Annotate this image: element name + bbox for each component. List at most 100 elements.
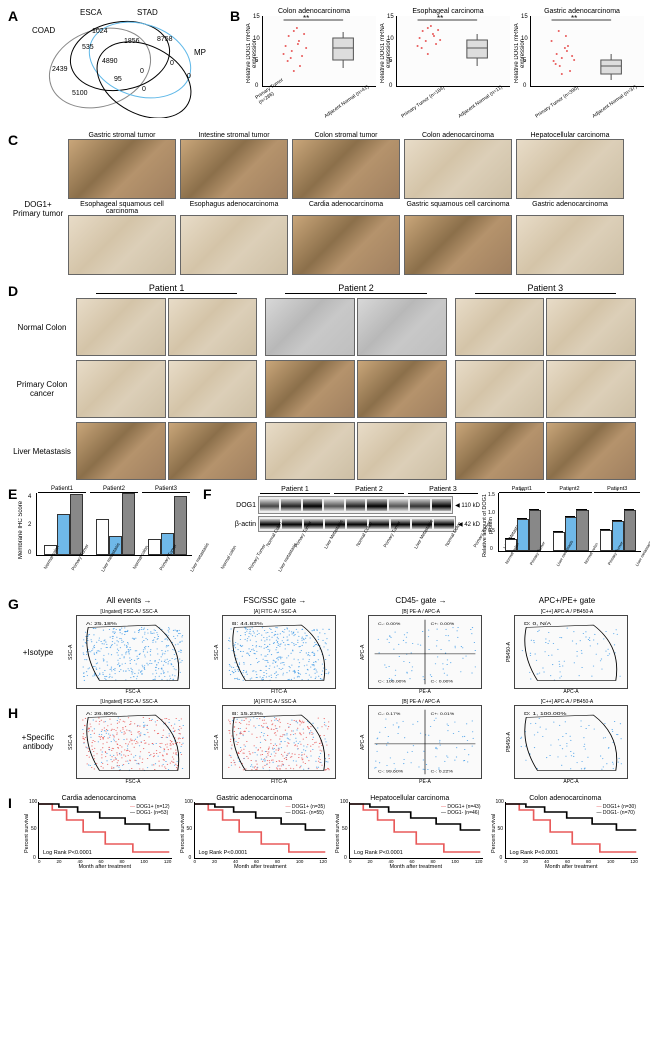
sig: *** bbox=[520, 489, 526, 495]
step-label: CD45- gate → bbox=[360, 596, 482, 605]
survival-p: Log Rank P<0.0001 bbox=[43, 850, 92, 856]
ihc-image bbox=[404, 139, 512, 199]
row-label-c: DOG1+ Primary tumor bbox=[8, 142, 68, 275]
survival-title: Cardia adenocarcinoma bbox=[26, 795, 172, 802]
y-label: Relative DOG1 mRNA expression bbox=[246, 18, 258, 88]
label-H: H bbox=[8, 705, 18, 721]
step-label: APC+/PE+ gate bbox=[506, 596, 628, 605]
ihc-image bbox=[68, 215, 176, 275]
ihc-image bbox=[265, 422, 355, 480]
chart-title: Colon adenocarcinoma bbox=[250, 8, 378, 15]
ihc-title: Colon adenocarcinoma bbox=[404, 132, 512, 139]
flow-xaxis: APC-A bbox=[514, 689, 628, 695]
error-bar bbox=[576, 509, 586, 512]
error-bar bbox=[553, 531, 563, 534]
sig: * bbox=[569, 489, 571, 495]
flow-yaxis: APC-A bbox=[360, 615, 368, 689]
ihc-image bbox=[265, 298, 355, 356]
ihc-image bbox=[168, 422, 258, 480]
flow-plot: B: 15.23% bbox=[222, 705, 336, 779]
ihc-title: Hepatocellular carcinoma bbox=[516, 132, 624, 139]
svg-text:C-: 100.00%: C-: 100.00% bbox=[378, 680, 406, 684]
western-blot: Patient 1 Patient 2 Patient 3 DOG1 ◀ 110… bbox=[220, 486, 480, 586]
venn-label-stad: STAD bbox=[137, 8, 158, 17]
chart-title: Gastric adenocarcinoma bbox=[518, 8, 646, 15]
svg-text:C-: 0.22%: C-: 0.22% bbox=[431, 770, 454, 774]
ihc-image bbox=[357, 360, 447, 418]
sig: ** bbox=[437, 14, 443, 23]
survival-p: Log Rank P<0.0001 bbox=[354, 850, 403, 856]
flow-plot: B: 44.83% bbox=[222, 615, 336, 689]
chart-title: Esophageal carcinoma bbox=[384, 8, 512, 15]
ihc-image bbox=[516, 215, 624, 275]
flow-yaxis: SSC-A bbox=[214, 705, 222, 779]
ihc-image bbox=[265, 360, 355, 418]
venn-label-mp: MP bbox=[194, 48, 206, 57]
venn-val: 0 bbox=[170, 60, 174, 67]
ihc-image bbox=[455, 298, 545, 356]
venn-val: 4890 bbox=[102, 58, 118, 65]
label-F: F bbox=[203, 486, 212, 502]
band-label: β-actin bbox=[220, 521, 258, 528]
label-I: I bbox=[8, 795, 12, 811]
flow-yaxis: PB450-A bbox=[506, 615, 514, 689]
patient-col: Patient 3 bbox=[475, 283, 616, 294]
step-label: All events → bbox=[68, 596, 190, 605]
ihc-title: Esophageal squamous cell carcinoma bbox=[68, 201, 176, 215]
flow-yaxis: SSC-A bbox=[68, 615, 76, 689]
patient-col: Patient 1 bbox=[96, 283, 237, 294]
ihc-image bbox=[516, 139, 624, 199]
group-label: Adjacent Normal (n=11) bbox=[458, 84, 505, 119]
ihc-title: Colon stromal tumor bbox=[292, 132, 400, 139]
survival-legend: — DOG1+ (n=35) — DOG1- (n=55) bbox=[286, 804, 325, 816]
svg-text:C-: 0.17%: C-: 0.17% bbox=[378, 712, 401, 716]
svg-text:B: 15.23%: B: 15.23% bbox=[232, 712, 263, 717]
survival-xlabel: Month after treatment bbox=[194, 864, 328, 870]
sig: * bbox=[616, 489, 618, 495]
flow-xaxis: FITC-A bbox=[222, 779, 336, 785]
ihc-image bbox=[292, 215, 400, 275]
panel-c-grid: Gastric stromal tumor Intestine stromal … bbox=[68, 132, 624, 275]
venn-label-esca: ESCA bbox=[80, 8, 102, 17]
panel-b-charts: Colon adenocarcinoma Relative DOG1 mRNA … bbox=[250, 8, 646, 118]
g-row-label: +Isotype bbox=[8, 609, 68, 695]
e-ylabel: Membrane IHC Score bbox=[18, 500, 24, 560]
ihc-title: Esophagus adenocarcinoma bbox=[180, 201, 288, 215]
flow-plot: C-: 0.17%C+: 0.01% C-: 99.60%C-: 0.22% bbox=[368, 705, 482, 779]
survival-xlabel: Month after treatment bbox=[38, 864, 172, 870]
survival-xlabel: Month after treatment bbox=[349, 864, 483, 870]
ihc-image bbox=[180, 139, 288, 199]
flow-xaxis: PE-A bbox=[368, 689, 482, 695]
ihc-image bbox=[76, 360, 166, 418]
patient-col: Patient 2 bbox=[285, 283, 426, 294]
ihc-image bbox=[546, 360, 636, 418]
flow-plot: A: 25.18% bbox=[76, 615, 190, 689]
flow-xaxis: APC-A bbox=[514, 779, 628, 785]
ihc-title: Cardia adenocarcinoma bbox=[292, 201, 400, 215]
panel-d-grid: Normal Colon Primary Colon cancer Liver … bbox=[8, 298, 642, 480]
survival-title: Colon adenocarcinoma bbox=[493, 795, 639, 802]
survival-title: Gastric adenocarcinoma bbox=[182, 795, 328, 802]
f-patient: Patient 2 bbox=[334, 486, 404, 494]
venn-val: 2439 bbox=[52, 66, 68, 73]
flow-yaxis: PB450-A bbox=[506, 705, 514, 779]
step-label: FSC/SSC gate → bbox=[214, 596, 336, 605]
survival-plot: — DOG1+ (n=35) — DOG1- (n=55) Log Rank P… bbox=[194, 802, 328, 859]
label-A: A bbox=[8, 8, 18, 24]
ihc-image bbox=[546, 422, 636, 480]
group-label: Primary Tumor (n=390) bbox=[534, 85, 580, 119]
survival-ylabel: Percent survival bbox=[335, 807, 341, 859]
flow-plot: C-: 0.00%C+: 0.00% C-: 100.00%C-: 0.00% bbox=[368, 615, 482, 689]
svg-text:A: 26.80%: A: 26.80% bbox=[86, 712, 117, 717]
venn-val: 0 bbox=[140, 68, 144, 75]
ihc-image bbox=[357, 422, 447, 480]
flow-plot: D: 0, N/A bbox=[514, 615, 628, 689]
survival-charts: Cardia adenocarcinoma Percent survival —… bbox=[26, 795, 638, 870]
venn-val: 535 bbox=[82, 44, 94, 51]
error-bar bbox=[505, 538, 515, 541]
survival-ylabel: Percent survival bbox=[180, 807, 186, 859]
venn-val: 8758 bbox=[157, 36, 173, 43]
venn-val: 95 bbox=[114, 76, 122, 83]
error-bar bbox=[529, 509, 539, 512]
survival-p: Log Rank P<0.0001 bbox=[510, 850, 559, 856]
